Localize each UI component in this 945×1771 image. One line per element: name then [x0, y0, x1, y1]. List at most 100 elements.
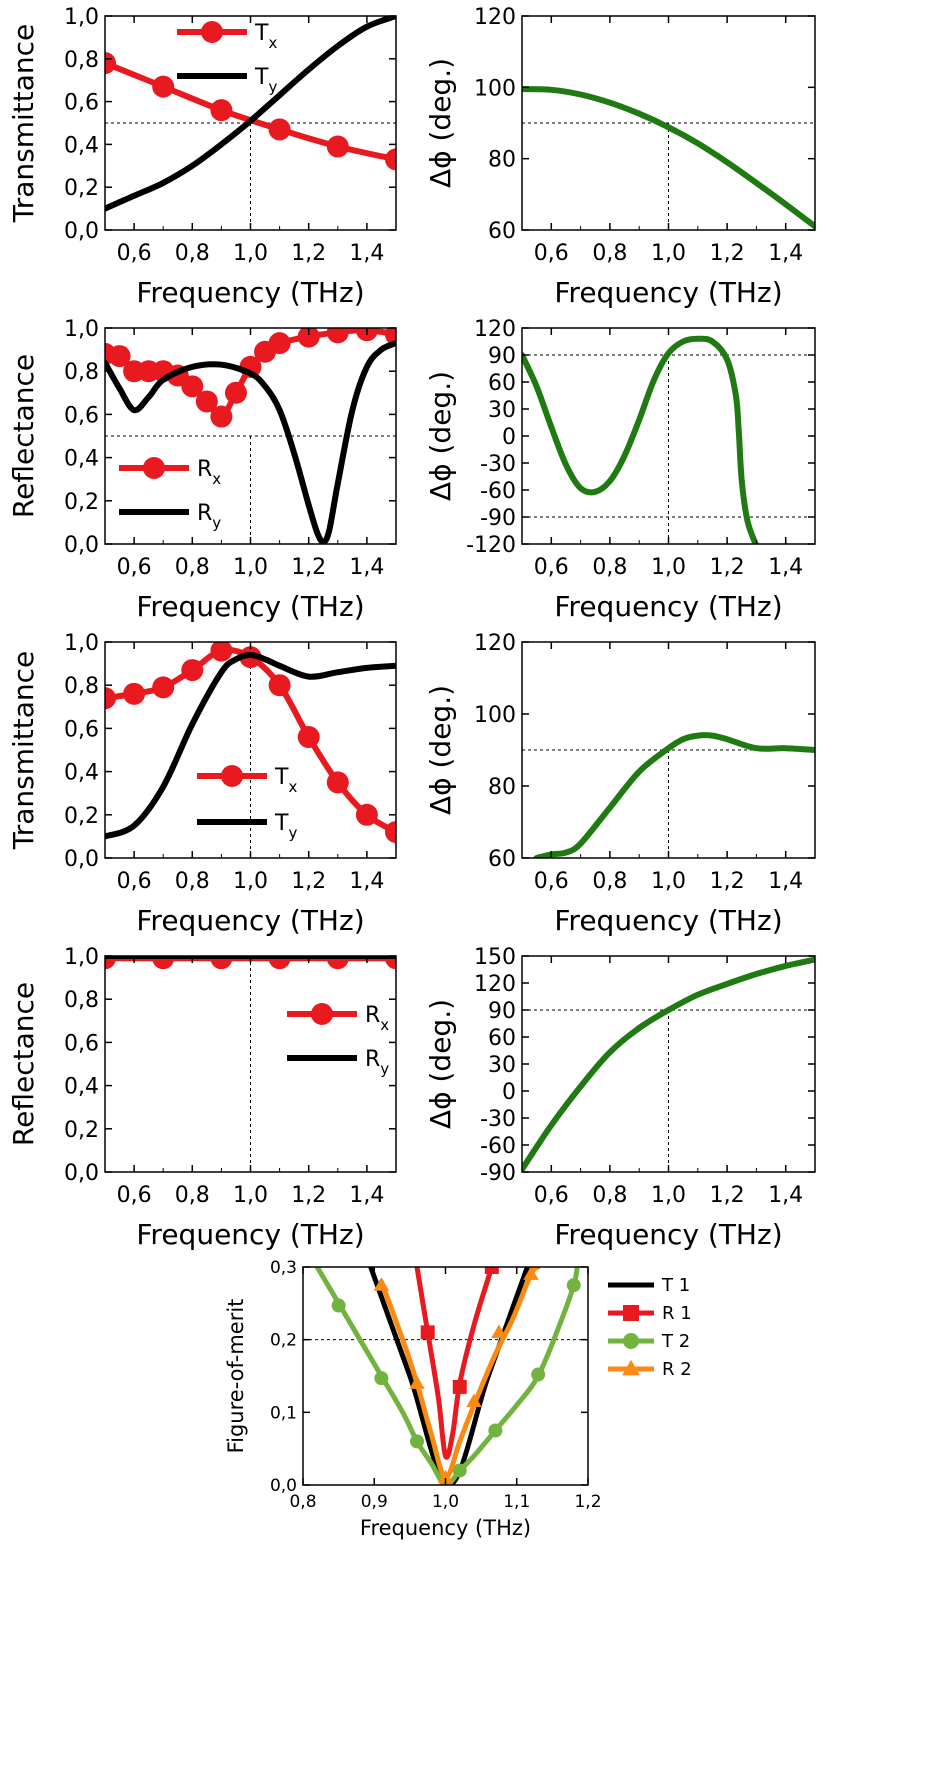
data-point	[210, 99, 233, 122]
legend-marker	[622, 1359, 640, 1376]
y-axis-label: Transmittance	[7, 651, 40, 851]
x-tick-label: 0,6	[117, 869, 152, 894]
legend-item: Ty	[177, 65, 277, 96]
y-axis-label: Δϕ (deg.)	[424, 685, 457, 815]
y-tick-label: 0,0	[270, 1476, 297, 1496]
data-point	[210, 642, 233, 662]
x-tick-label: 0,6	[534, 555, 569, 580]
data-point	[523, 1267, 539, 1280]
y-tick-label: 0,4	[64, 761, 99, 786]
x-tick-label: 1,2	[574, 1492, 601, 1512]
y-tick-label: 0,4	[64, 447, 99, 472]
y-tick-label: 120	[474, 5, 516, 30]
chart-p9: 0,8 0,9 1,0 1,1 1,2 0,0 0,1 0,2 0,3 Frequency (TH…	[224, 1258, 692, 1540]
y-axis-label: Figure-of-merit	[224, 1299, 248, 1454]
x-tick-label: 1,2	[710, 241, 745, 266]
legend-marker	[143, 457, 165, 479]
x-axis-label: Frequency (THz)	[554, 1218, 782, 1251]
legend-item: Rx	[287, 1003, 389, 1034]
y-tick-label: 0,3	[270, 1258, 297, 1278]
plot-area	[522, 956, 815, 1172]
data-point	[105, 52, 116, 75]
x-tick-label: 1,2	[291, 869, 326, 894]
x-tick-label: 0,6	[534, 869, 569, 894]
y-tick-label: 120	[474, 972, 516, 997]
legend-label: Ty	[274, 811, 297, 842]
x-tick-label: 1,2	[710, 1183, 745, 1208]
x-tick-label: 0,8	[175, 869, 210, 894]
legend-item: Tx	[177, 21, 277, 52]
x-tick-label: 1,0	[233, 241, 268, 266]
y-tick-label: 1,0	[64, 945, 99, 970]
series-line-tx	[105, 60, 396, 163]
legend-name: T	[254, 21, 269, 46]
x-tick-label: 0,6	[534, 241, 569, 266]
legend-item: Ty	[197, 811, 297, 842]
y-axis-label: Reflectance	[7, 982, 40, 1146]
x-tick-label: 0,6	[117, 555, 152, 580]
y-tick-label: 90	[488, 344, 516, 369]
y-tick-label: 0,4	[64, 1075, 99, 1100]
legend-marker	[201, 21, 223, 43]
x-axis-label: Frequency (THz)	[554, 904, 782, 937]
x-tick-label: 0,8	[592, 869, 627, 894]
y-axis-label: Reflectance	[7, 354, 40, 518]
x-tick-label: 0,6	[117, 1183, 152, 1208]
legend-subscript: x	[288, 778, 297, 796]
y-tick-label: 30	[488, 1053, 516, 1078]
series-line-δϕ	[522, 335, 759, 544]
data-point	[297, 726, 320, 749]
x-tick-label: 1,4	[349, 869, 384, 894]
legend-name: R 2	[662, 1359, 692, 1380]
legend-name: R	[197, 501, 212, 526]
chart-p6: 0,6 0,8 1,0 1,2 1,4 60 80 100 120 Frequency (THz)…	[424, 631, 816, 937]
y-tick-label: 0,1	[270, 1403, 297, 1423]
data-point	[385, 148, 396, 171]
y-tick-label: -30	[480, 452, 516, 477]
legend-item: T 2	[608, 1331, 690, 1352]
x-tick-label: 1,4	[349, 555, 384, 580]
y-tick-label: 0,2	[64, 1118, 99, 1143]
legend-item: Ry	[287, 1047, 389, 1078]
x-tick-label: 1,4	[349, 241, 384, 266]
y-tick-label: 1,0	[64, 631, 99, 656]
legend-label: Rx	[197, 457, 221, 488]
series-line-r2	[378, 1267, 541, 1481]
y-tick-label: 120	[474, 631, 516, 656]
x-axis-label: Frequency (THz)	[136, 590, 364, 623]
x-tick-label: 1,2	[710, 869, 745, 894]
x-tick-label: 1,2	[710, 555, 745, 580]
data-point	[297, 328, 320, 348]
y-tick-label: -30	[480, 1107, 516, 1132]
data-point	[152, 75, 175, 98]
data-point	[123, 682, 146, 705]
legend-label: Ry	[365, 1047, 389, 1078]
y-tick-label: 0,8	[64, 674, 99, 699]
legend-label: Ry	[197, 501, 221, 532]
data-point	[268, 118, 291, 141]
chart-p3: 0,6 0,8 1,0 1,2 1,4 0,0 0,2 0,4 0,6 0,8 1,0 Frequen…	[7, 317, 397, 623]
y-tick-label: 0,2	[64, 804, 99, 829]
plot-area	[105, 16, 396, 212]
data-point	[181, 659, 204, 682]
chart-p1: 0,6 0,8 1,0 1,2 1,4 0,0 0,2 0,4 0,6 0,8 1,0 Frequen…	[7, 5, 397, 309]
data-point	[152, 956, 175, 970]
legend-name: T	[254, 65, 269, 90]
legend-subscript: x	[268, 34, 277, 52]
data-point	[210, 405, 233, 428]
data-point	[385, 821, 396, 844]
chart-p2: 0,6 0,8 1,0 1,2 1,4 60 80 100 120 Frequency (THz)…	[424, 5, 816, 309]
x-tick-label: 1,4	[768, 555, 803, 580]
data-point	[566, 1278, 581, 1293]
legend-label: Ty	[254, 65, 277, 96]
legend-subscript: y	[268, 78, 277, 96]
legend-marker	[623, 1333, 639, 1349]
y-tick-label: 60	[488, 1026, 516, 1051]
series-line-δϕ	[522, 956, 815, 1172]
x-axis-label: Frequency (THz)	[554, 590, 782, 623]
y-tick-label: 150	[474, 945, 516, 970]
x-tick-label: 0,8	[175, 1183, 210, 1208]
data-point	[385, 956, 396, 970]
